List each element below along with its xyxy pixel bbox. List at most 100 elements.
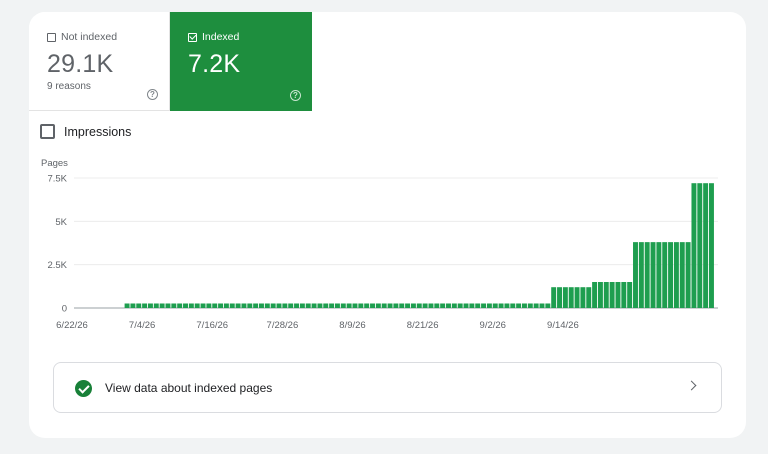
bar[interactable] (346, 303, 352, 308)
bar[interactable] (656, 242, 662, 308)
bar[interactable] (247, 303, 253, 308)
bar[interactable] (352, 303, 358, 308)
bar[interactable] (194, 303, 200, 308)
bar[interactable] (142, 303, 148, 308)
bar[interactable] (334, 303, 340, 308)
bar[interactable] (621, 282, 627, 308)
bar[interactable] (545, 303, 551, 308)
bar[interactable] (276, 303, 282, 308)
bar[interactable] (609, 282, 615, 308)
bar[interactable] (147, 303, 153, 308)
bar[interactable] (317, 303, 323, 308)
bar[interactable] (504, 303, 510, 308)
bar[interactable] (218, 303, 224, 308)
bar[interactable] (586, 287, 592, 308)
bar[interactable] (709, 183, 714, 308)
bar[interactable] (603, 282, 609, 308)
bar[interactable] (241, 303, 247, 308)
bar[interactable] (539, 303, 545, 308)
bar[interactable] (481, 303, 487, 308)
bar[interactable] (662, 242, 668, 308)
bar[interactable] (159, 303, 165, 308)
bar[interactable] (492, 303, 498, 308)
bar[interactable] (410, 303, 416, 308)
bar[interactable] (165, 303, 171, 308)
indexed-checkbox[interactable] (188, 32, 197, 42)
bar[interactable] (370, 303, 375, 308)
bar[interactable] (188, 303, 194, 308)
not-indexed-checkbox[interactable] (47, 32, 56, 42)
bar[interactable] (358, 303, 364, 308)
bar[interactable] (259, 303, 264, 308)
bar[interactable] (633, 242, 638, 308)
bar[interactable] (253, 303, 259, 308)
bar[interactable] (691, 183, 697, 308)
bar[interactable] (557, 287, 562, 308)
bar[interactable] (510, 303, 516, 308)
bar[interactable] (685, 242, 691, 308)
bar[interactable] (200, 303, 206, 308)
bar[interactable] (498, 303, 504, 308)
impressions-toggle[interactable]: Impressions (40, 124, 131, 139)
bar[interactable] (340, 303, 346, 308)
help-icon[interactable]: ? (147, 89, 158, 100)
bar[interactable] (527, 303, 533, 308)
bar[interactable] (597, 282, 603, 308)
bar[interactable] (615, 282, 621, 308)
bar[interactable] (679, 242, 685, 308)
bar[interactable] (405, 303, 411, 308)
bar[interactable] (264, 303, 270, 308)
bar[interactable] (475, 303, 481, 308)
bar[interactable] (533, 303, 539, 308)
bar[interactable] (364, 303, 370, 308)
bar[interactable] (387, 303, 393, 308)
bar[interactable] (697, 183, 703, 308)
not-indexed-tile[interactable]: Not indexed 29.1K 9 reasons ? (29, 12, 170, 111)
bar[interactable] (580, 287, 586, 308)
bar[interactable] (463, 303, 469, 308)
bar[interactable] (562, 287, 568, 308)
bar[interactable] (428, 303, 434, 308)
bar[interactable] (183, 303, 188, 308)
bar[interactable] (375, 303, 381, 308)
bar[interactable] (440, 303, 446, 308)
bar[interactable] (323, 303, 329, 308)
bar[interactable] (381, 303, 387, 308)
view-indexed-pages-link[interactable]: View data about indexed pages (53, 362, 722, 413)
bar[interactable] (627, 282, 633, 308)
bar[interactable] (329, 303, 335, 308)
bar[interactable] (673, 242, 679, 308)
bar[interactable] (177, 303, 183, 308)
bar[interactable] (270, 303, 276, 308)
bar[interactable] (469, 303, 475, 308)
bar[interactable] (457, 303, 463, 308)
bar[interactable] (422, 303, 428, 308)
bar[interactable] (703, 183, 709, 308)
bar[interactable] (399, 303, 405, 308)
bar[interactable] (434, 303, 440, 308)
bar[interactable] (393, 303, 399, 308)
bar[interactable] (551, 287, 557, 308)
bar[interactable] (451, 303, 457, 308)
bar[interactable] (486, 303, 492, 308)
bar[interactable] (136, 303, 142, 308)
bar[interactable] (305, 303, 311, 308)
bar[interactable] (171, 303, 177, 308)
bar[interactable] (229, 303, 235, 308)
indexed-tile[interactable]: Indexed 7.2K ? (170, 12, 312, 111)
bar[interactable] (416, 303, 422, 308)
bar[interactable] (282, 303, 288, 308)
bar[interactable] (294, 303, 300, 308)
bar[interactable] (288, 303, 294, 308)
help-icon[interactable]: ? (290, 90, 301, 101)
impressions-checkbox[interactable] (40, 124, 55, 139)
bar[interactable] (650, 242, 656, 308)
bar[interactable] (574, 287, 580, 308)
bar[interactable] (446, 303, 451, 308)
bar[interactable] (644, 242, 650, 308)
bar[interactable] (206, 303, 212, 308)
bar[interactable] (235, 303, 241, 308)
bar[interactable] (212, 303, 218, 308)
bar[interactable] (153, 303, 159, 308)
bar[interactable] (592, 282, 598, 308)
